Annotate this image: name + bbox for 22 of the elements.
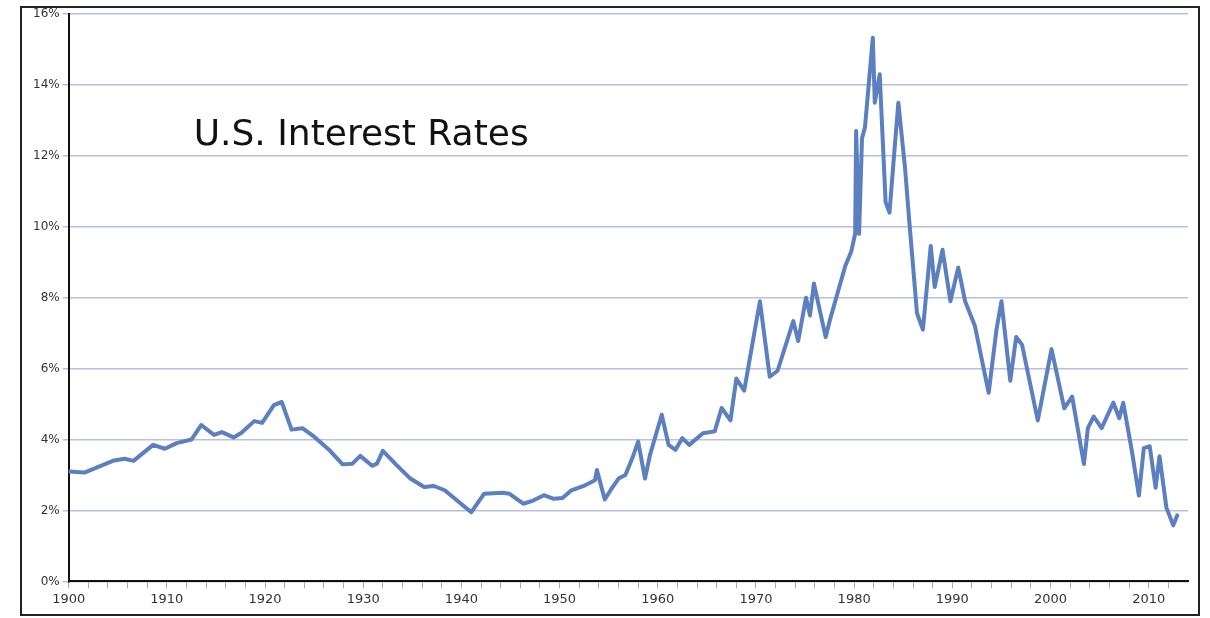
x-tick-label: 1990 [935, 590, 969, 606]
y-tick-label: 16% [33, 6, 60, 21]
x-tick-label: 1950 [543, 590, 577, 606]
y-tick-label: 4% [40, 431, 60, 446]
y-tick-label: 6% [40, 360, 60, 375]
x-tick-label: 1940 [444, 590, 478, 606]
y-tick-label: 12% [33, 147, 60, 162]
x-tick-label: 1920 [248, 590, 282, 606]
x-tick-label: 2000 [1033, 590, 1068, 606]
text: U.S. Interest Rates [193, 112, 529, 154]
y-tick-label: 14% [33, 77, 60, 92]
x-tick-label: 1930 [346, 590, 380, 606]
x-tick-label: 2010 [1132, 590, 1166, 606]
x-tick-label: 1960 [641, 590, 675, 606]
x-tick-label: 1910 [150, 590, 184, 606]
x-tick-label: 1900 [52, 590, 86, 606]
x-tick-label: 1980 [837, 590, 871, 606]
x-tick-label: 1970 [739, 590, 773, 606]
y-tick-label: 2% [40, 502, 60, 517]
y-tick-label: 0% [40, 573, 60, 588]
y-tick-label: 8% [40, 289, 60, 304]
y-tick-label: 10% [33, 218, 60, 233]
